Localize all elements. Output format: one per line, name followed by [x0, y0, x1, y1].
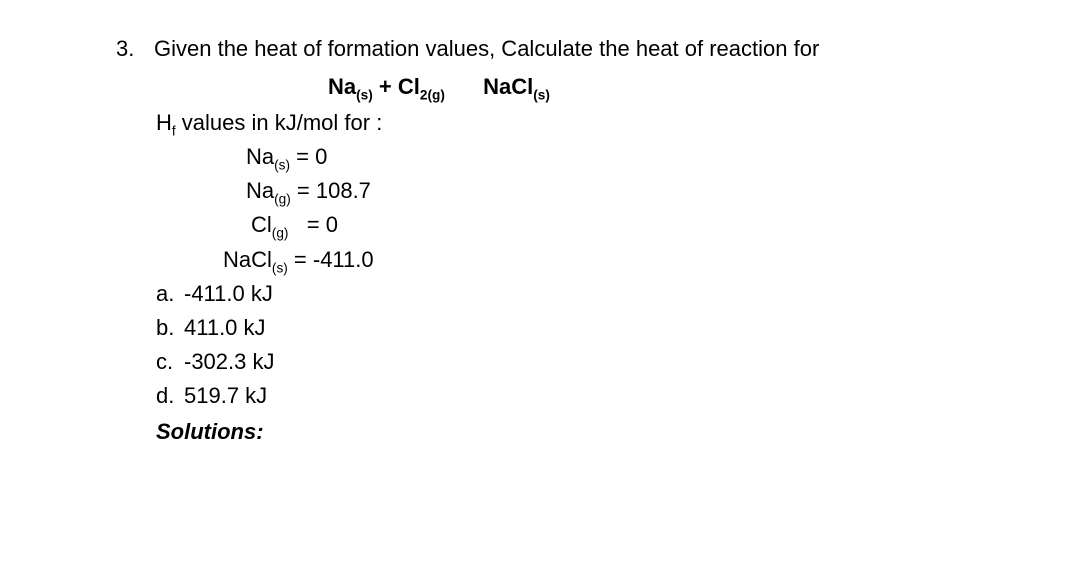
species-base: Cl: [251, 212, 272, 237]
product-sub: (s): [533, 87, 550, 102]
reactant-2: Cl2(g): [398, 74, 445, 99]
eq-sign: =: [288, 247, 313, 272]
species-sub: (g): [274, 192, 291, 207]
reactant-1-base: Na: [328, 74, 356, 99]
answer-choices: a. -411.0 kJ b. 411.0 kJ c. -302.3 kJ d.…: [116, 277, 1080, 413]
answer-choice-a: a. -411.0 kJ: [156, 277, 1080, 311]
hf-data-row: Na(s) = 0: [116, 140, 1080, 174]
product-1: NaCl(s): [483, 74, 550, 99]
reactant-2-base: Cl: [398, 74, 420, 99]
hf-value: 0: [326, 212, 338, 237]
hf-value: 0: [315, 144, 327, 169]
eq-sign: =: [290, 144, 315, 169]
answer-text: 519.7 kJ: [184, 379, 267, 413]
species-sub: (s): [274, 158, 290, 173]
hf-values-label: Hf values in kJ/mol for :: [116, 106, 1080, 140]
plus-text: +: [379, 74, 392, 99]
species: Na(s): [246, 144, 290, 169]
answer-choice-d: d. 519.7 kJ: [156, 379, 1080, 413]
answer-text: 411.0 kJ: [184, 311, 266, 345]
species-sub: (g): [272, 226, 289, 241]
species-sub: (s): [272, 260, 288, 275]
hf-data-row: Na(g) = 108.7: [116, 174, 1080, 208]
hf-data-row: NaCl(s) = -411.0: [116, 243, 1080, 277]
reactant-1: Na(s): [328, 74, 373, 99]
hf-value: 108.7: [316, 178, 371, 203]
hf-prefix: H: [156, 110, 172, 135]
species-base: Na: [246, 144, 274, 169]
answer-choice-c: c. -302.3 kJ: [156, 345, 1080, 379]
answer-text: -411.0 kJ: [184, 277, 273, 311]
reactant-1-sub: (s): [356, 87, 373, 102]
answer-letter: d.: [156, 379, 176, 413]
species: Na(g): [246, 178, 291, 203]
question-row: 3. Given the heat of formation values, C…: [116, 32, 1080, 66]
answer-text: -302.3 kJ: [184, 345, 275, 379]
solutions-heading: Solutions:: [116, 415, 1080, 449]
question-number: 3.: [116, 32, 140, 66]
plus-sign: +: [379, 74, 398, 99]
hf-data-row: Cl(g) = 0: [116, 208, 1080, 242]
eq-sign: =: [288, 212, 325, 237]
answer-letter: c.: [156, 345, 176, 379]
answer-letter: b.: [156, 311, 176, 345]
answer-choice-b: b. 411.0 kJ: [156, 311, 1080, 345]
species: NaCl(s): [223, 247, 288, 272]
hf-value: -411.0: [313, 247, 374, 272]
species-base: NaCl: [223, 247, 272, 272]
hf-suffix: values in kJ/mol for :: [176, 110, 383, 135]
reactant-2-sub: 2(g): [420, 87, 445, 102]
eq-sign: =: [291, 178, 316, 203]
product-base: NaCl: [483, 74, 533, 99]
answer-letter: a.: [156, 277, 176, 311]
hf-data-block: Na(s) = 0 Na(g) = 108.7 Cl(g) = 0 NaCl(s…: [116, 140, 1080, 276]
problem-page: 3. Given the heat of formation values, C…: [0, 0, 1080, 449]
question-prompt: Given the heat of formation values, Calc…: [154, 32, 819, 66]
species-base: Na: [246, 178, 274, 203]
reaction-equation: Na(s) + Cl2(g) NaCl(s): [116, 70, 1080, 104]
species: Cl(g): [251, 212, 288, 237]
